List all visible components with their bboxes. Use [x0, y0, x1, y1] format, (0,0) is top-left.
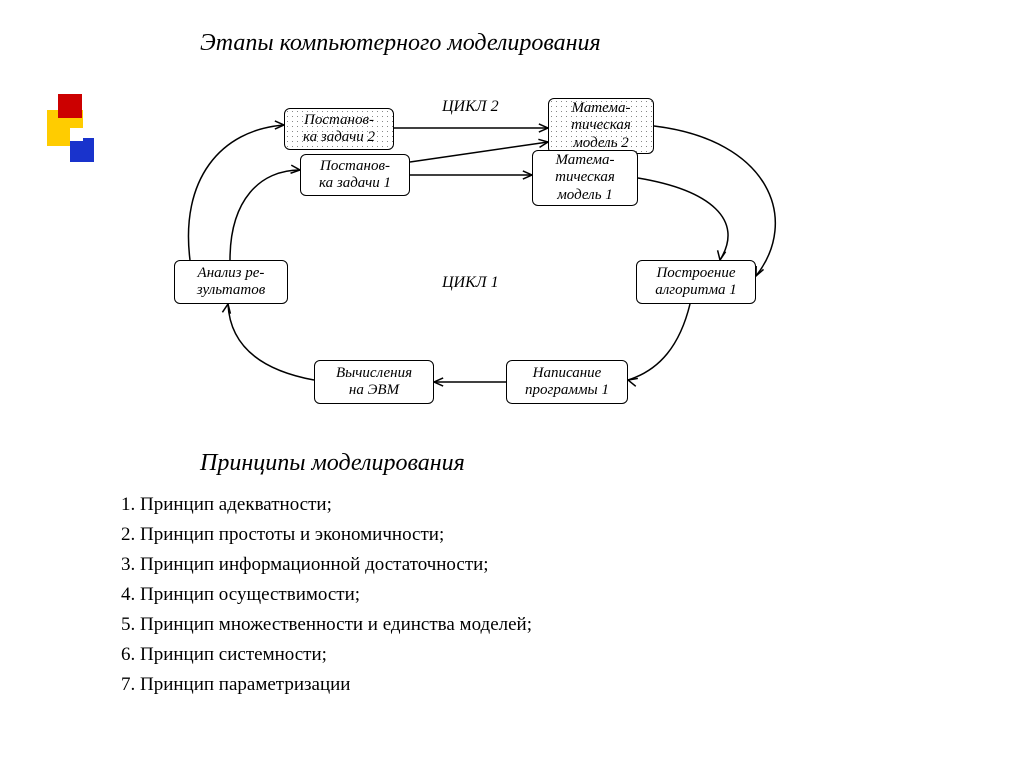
decor-red-square — [58, 94, 82, 118]
node-calc: Вычисленияна ЭВМ — [314, 360, 434, 404]
decor-blue-square — [70, 138, 94, 162]
principle-item: Принцип адекватности; — [140, 490, 532, 520]
principle-item: Принцип множественности и единства модел… — [140, 610, 532, 640]
title-stages: Этапы компьютерного моделирования — [200, 30, 601, 57]
node-post2: Постанов-ка задачи 2 — [284, 108, 394, 150]
principles-ol: Принцип адекватности;Принцип простоты и … — [100, 490, 532, 700]
principles-list: Принцип адекватности;Принцип простоты и … — [100, 490, 532, 700]
principle-item: Принцип простоты и экономичности; — [140, 520, 532, 550]
label-cycle1: ЦИКЛ 1 — [442, 274, 499, 292]
title-principles: Принципы моделирования — [200, 450, 465, 477]
node-math2: Матема-тическаямодель 2 — [548, 98, 654, 154]
principle-item: Принцип осуществимости; — [140, 580, 532, 610]
principle-item: Принцип параметризации — [140, 670, 532, 700]
label-cycle2: ЦИКЛ 2 — [442, 98, 499, 116]
flow-diagram: Постанов-ка задачи 2Постанов-ка задачи 1… — [150, 70, 800, 440]
node-analysis: Анализ ре-зультатов — [174, 260, 288, 304]
decor-white-square — [70, 128, 83, 141]
node-algo: Построениеалгоритма 1 — [636, 260, 756, 304]
node-math1: Матема-тическаямодель 1 — [532, 150, 638, 206]
principle-item: Принцип системности; — [140, 640, 532, 670]
node-post1: Постанов-ка задачи 1 — [300, 154, 410, 196]
principle-item: Принцип информационной достаточности; — [140, 550, 532, 580]
node-prog: Написаниепрограммы 1 — [506, 360, 628, 404]
diagram-edges — [150, 70, 800, 440]
